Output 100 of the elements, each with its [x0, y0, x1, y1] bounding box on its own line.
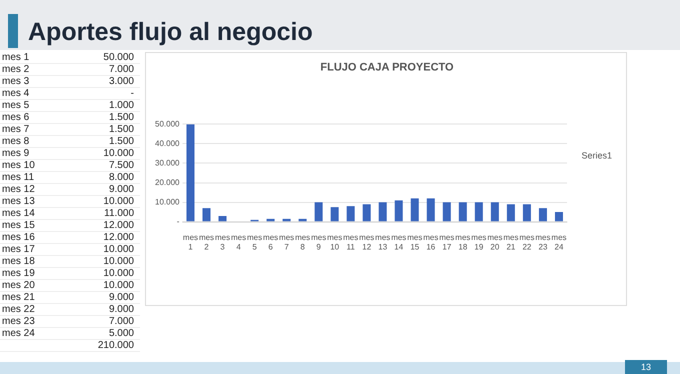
text: 7.000: [70, 64, 140, 76]
bar: [522, 204, 531, 222]
text: 10.000: [70, 196, 140, 208]
chart-subtitle: Aportes flujo al negocio: [28, 18, 313, 47]
bar: [490, 202, 499, 222]
x-tick-label: mes 22: [519, 232, 534, 252]
text: mes 20: [0, 280, 70, 292]
y-tick-label: 10.000: [155, 197, 180, 206]
text: 8.000: [70, 172, 140, 184]
x-tick-label: mes 19: [471, 232, 486, 252]
text: -: [70, 88, 140, 100]
x-tick-label: mes 20: [487, 232, 502, 252]
text: mes 3: [0, 76, 70, 88]
text: 5.000: [70, 328, 140, 340]
text: mes 19: [0, 268, 70, 280]
x-tick-label: mes 8: [295, 232, 310, 252]
bar: [394, 200, 403, 222]
x-tick-label: mes 9: [311, 232, 326, 252]
text: Series1: [581, 150, 612, 160]
text: mes 24: [0, 328, 70, 340]
text: mes 9: [0, 148, 70, 160]
text: mes 22: [0, 304, 70, 316]
text: 10.000: [70, 280, 140, 292]
x-tick-label: mes 24: [551, 232, 567, 252]
text: mes 10: [0, 160, 70, 172]
text: 9.000: [70, 184, 140, 196]
y-tick-label: 50.000: [155, 119, 180, 128]
bar: [282, 218, 291, 222]
text: mes 6: [0, 112, 70, 124]
x-tick-label: mes 1: [182, 232, 198, 252]
text: 1.500: [70, 124, 140, 136]
x-tick-label: mes 3: [214, 232, 230, 252]
text: mes 21: [0, 292, 70, 304]
text: 13: [625, 360, 667, 374]
x-tick-label: mes 2: [198, 232, 214, 252]
text: mes 15: [0, 220, 70, 232]
bar: [330, 207, 339, 222]
bar: [458, 202, 467, 222]
x-tick-label: mes 16: [423, 232, 438, 252]
text: mes 1: [0, 52, 70, 64]
text: mes 4: [0, 88, 70, 100]
text: mes 14: [0, 208, 70, 220]
x-tick-label: mes 7: [279, 232, 294, 252]
bar: [410, 198, 419, 222]
y-tick-label: 40.000: [155, 138, 180, 148]
x-tick-label: mes 17: [439, 232, 454, 252]
bar: [346, 206, 355, 222]
bar: [506, 204, 515, 222]
text: mes 18: [0, 256, 70, 268]
text: 1.000: [70, 100, 140, 112]
bar: [202, 208, 211, 222]
x-tick-label: mes 10: [327, 232, 342, 252]
x-tick-label: mes 6: [263, 232, 278, 252]
text: mes 5: [0, 100, 70, 112]
text: 1.500: [70, 112, 140, 124]
x-tick-label: mes 15: [407, 232, 422, 252]
text: mes 11: [0, 172, 70, 184]
x-tick-label: mes 11: [343, 232, 358, 252]
x-tick-label: mes 21: [503, 232, 518, 252]
text: mes 13: [0, 196, 70, 208]
text: mes 2: [0, 64, 70, 76]
text: 9.000: [70, 292, 140, 304]
text: 11.000: [70, 208, 140, 220]
text: 10.000: [70, 256, 140, 268]
x-tick-label: mes 4: [230, 232, 246, 252]
x-tick-label: mes 18: [455, 232, 470, 252]
chart-title: FLUJO CAJA PROYECTO: [320, 62, 454, 74]
bar: [426, 198, 435, 222]
x-tick-label: mes 23: [535, 232, 551, 252]
text: mes 23: [0, 316, 70, 328]
bar: [554, 212, 563, 222]
text: mes 7: [0, 124, 70, 136]
text: 12.000: [70, 220, 140, 232]
y-tick-label: -: [176, 217, 180, 226]
y-tick-label: 20.000: [155, 178, 180, 187]
text: 10.000: [70, 268, 140, 280]
x-tick-label: mes 12: [359, 232, 374, 252]
text: 50.000: [70, 52, 140, 64]
bar: [298, 218, 307, 222]
text: mes 12: [0, 184, 70, 196]
bar: [538, 208, 547, 222]
bar: [474, 202, 483, 222]
bar: [362, 204, 371, 222]
bar: [218, 216, 227, 222]
bar: [314, 202, 323, 222]
text: 9.000: [70, 304, 140, 316]
x-tick-label: mes 13: [375, 232, 390, 252]
bar: [442, 202, 451, 222]
bar: [378, 202, 387, 222]
text: 10.000: [70, 148, 140, 160]
text: 12.000: [70, 232, 140, 244]
text: 3.000: [70, 76, 140, 88]
text: 7.000: [70, 316, 140, 328]
text: 210.000: [70, 340, 140, 352]
y-tick-label: 30.000: [155, 158, 180, 168]
x-tick-label: mes 5: [247, 232, 262, 252]
bar: [266, 218, 275, 222]
bar: [186, 124, 194, 222]
text: 10.000: [70, 244, 140, 256]
x-tick-label: mes 14: [391, 232, 406, 252]
